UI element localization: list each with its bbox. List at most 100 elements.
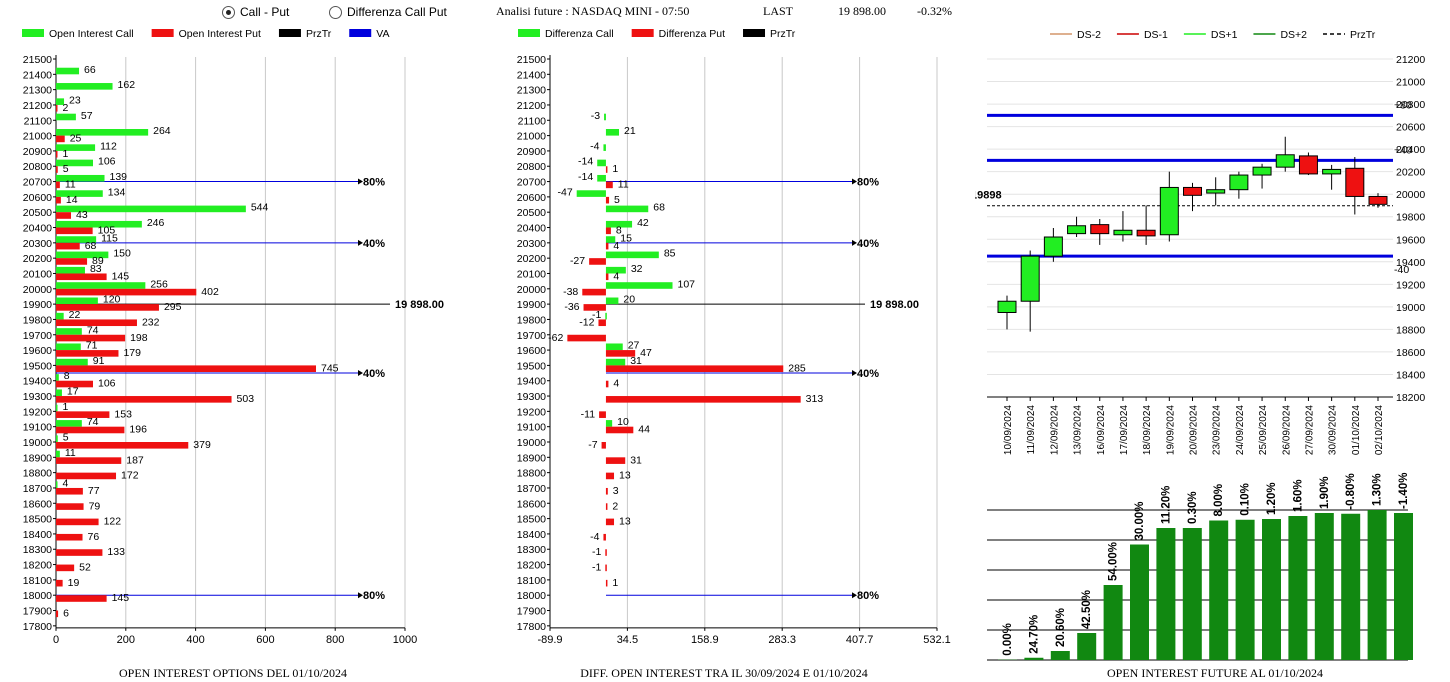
put-bar [56,487,83,495]
strike-label: 20200 [517,253,546,265]
strike-label: 21100 [24,115,53,127]
put-value-label: 295 [164,301,182,313]
top-bar: Call - Put Differenza Call Put Analisi f… [0,0,1450,26]
strike-label: 19600 [23,345,52,357]
put-value-label: 145 [112,592,130,604]
call-value-label: 264 [153,125,171,137]
y-tick-label: 19200 [1396,279,1425,291]
call-bar [605,297,619,305]
put-value-label: -1 [592,562,601,574]
x-tick-label: 0 [53,634,59,646]
analysis-title: Analisi future : NASDAQ MINI - 07:50 [496,4,690,18]
date-label: 20/09/2024 [1189,405,1200,455]
reference-arrow [852,239,857,246]
call-value-label: 21 [624,125,636,137]
call-value-label: 85 [664,248,676,260]
put-bar [56,533,83,541]
strike-label: 21100 [518,115,547,127]
strike-label: 20600 [517,192,546,204]
oi-percent-label: 1.20% [1266,482,1278,515]
date-label: 27/09/2024 [1304,405,1315,455]
legend-swatch [349,29,372,37]
call-value-label: -4 [590,140,599,152]
date-label: 26/09/2024 [1281,405,1292,455]
strike-label: 19700 [517,330,546,342]
put-value-label: 745 [321,362,339,374]
x-tick-label: 200 [117,634,135,646]
strike-label: 17800 [23,621,52,633]
legend-label: Differenza Put [659,28,725,40]
put-bar [605,549,607,556]
strike-label: 19300 [23,391,52,403]
put-bar [56,288,197,296]
put-value-label: 5 [614,194,620,206]
strike-label: 18000 [517,590,546,602]
y-tick-label: 20200 [1396,167,1425,179]
legend-swatch [278,29,301,37]
legend-label: DS+1 [1211,29,1238,41]
oi-percent-label: 0.30% [1187,491,1199,524]
call-bar [605,282,673,289]
call-value-label: 8 [64,370,70,382]
candle-body [1136,229,1156,237]
date-label: 24/09/2024 [1235,405,1246,455]
radio-differenza[interactable]: Differenza Call Put [329,5,447,19]
strike-label: 18800 [517,468,546,480]
reference-label: 80% [363,177,385,189]
call-bar [605,358,626,366]
reference-label: 40% [857,238,879,250]
put-value-label: 122 [104,516,122,528]
open-interest-chart: Open Interest Call Open Interest Put PrzTr… [22,28,444,680]
put-bar [56,411,110,418]
radio-call-put[interactable]: Call - Put [222,5,289,19]
put-value-label: 4 [613,270,619,282]
put-value-label: 198 [130,332,148,344]
y-tick-label: 20800 [1396,99,1425,111]
call-bar [603,144,606,151]
legend-swatch [518,29,540,37]
put-value-label: 379 [193,439,211,451]
call-bar [597,159,606,167]
strike-label: 17900 [23,606,52,618]
oi-bar [1182,528,1202,660]
oi-bar [1288,516,1308,660]
call-bar [56,251,109,259]
call-value-label: 1 [63,401,69,413]
put-bar [605,181,613,189]
legend-label: Open Interest Put [179,28,261,40]
strike-label: 19000 [23,437,52,449]
call-value-label: -3 [591,110,600,122]
put-value-label: -62 [548,332,563,344]
candle-body [1298,155,1318,175]
strike-label: 18300 [23,544,52,556]
strike-label: 20800 [23,161,52,173]
strike-label: 19200 [517,406,546,418]
legend-label: Differenza Call [545,28,614,40]
oi-percent-label: 0.10% [1240,483,1252,516]
y-tick-label: 19400 [1396,257,1425,269]
put-value-label: 503 [237,393,255,405]
call-bar [56,358,88,366]
strike-label: 21400 [23,69,52,81]
call-value-label: -47 [558,186,573,198]
put-bar [56,457,122,464]
strike-label: 20400 [23,223,52,235]
y-tick-label: 19000 [1396,302,1425,314]
put-bar [56,319,137,327]
put-value-label: 79 [89,500,101,512]
oi-percent-label: -1.40% [1398,473,1410,509]
strike-label: 19400 [23,376,52,388]
call-bar [56,67,80,75]
call-value-label: 112 [100,140,117,152]
put-value-label: 14 [66,194,78,206]
call-value-label: 68 [653,202,665,214]
call-bar [56,389,62,397]
call-bar [605,220,633,228]
put-value-label: 44 [638,424,650,436]
call-value-label: 66 [84,64,96,76]
reference-arrow [358,370,363,377]
call-value-label: 150 [113,248,131,260]
put-bar [56,549,103,556]
put-bar [605,350,636,357]
put-value-label: 285 [788,362,806,374]
